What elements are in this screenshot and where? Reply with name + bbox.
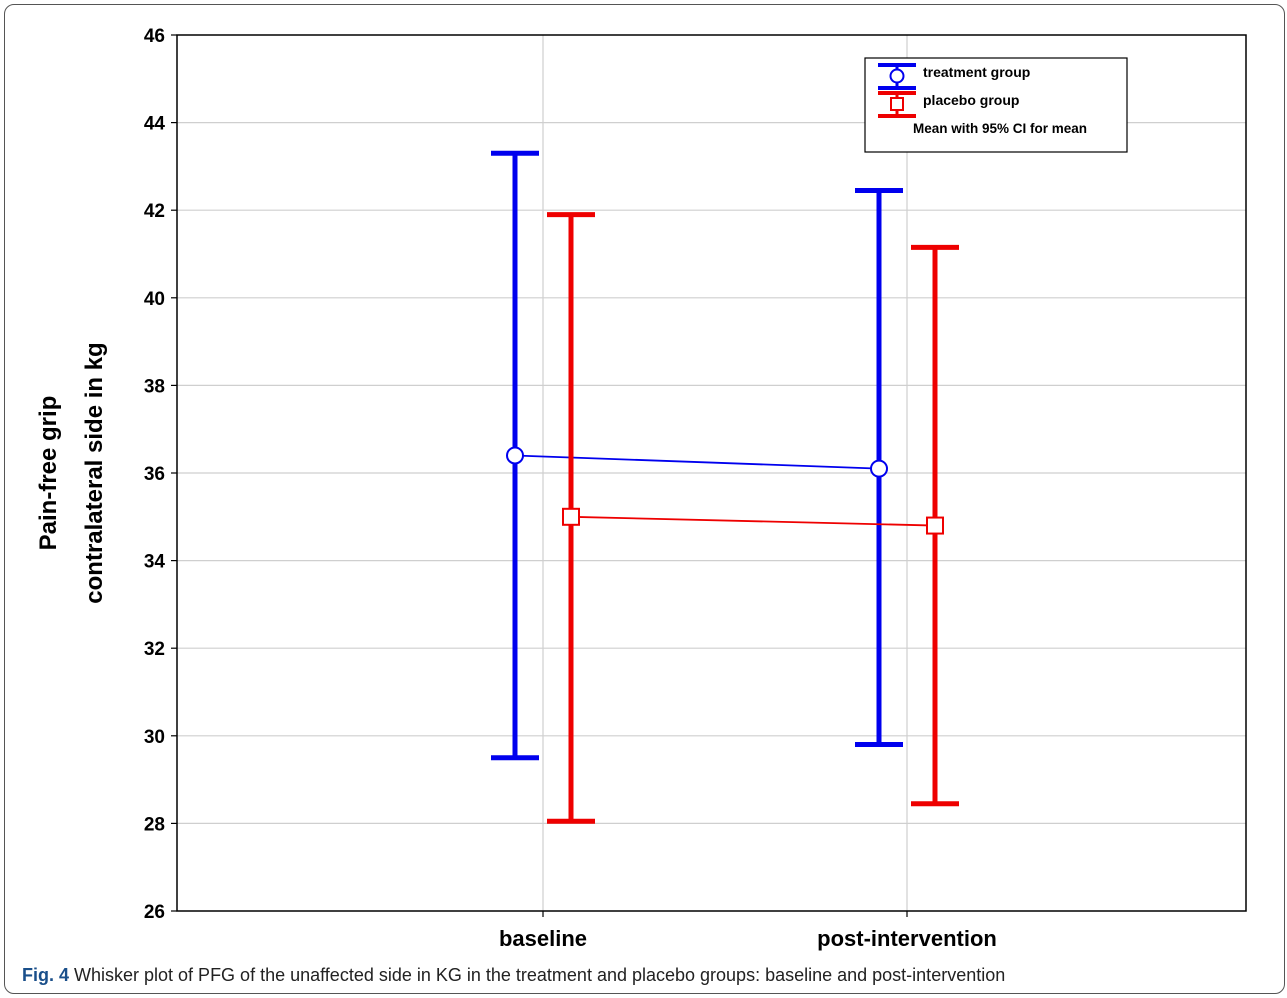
legend: treatment group placebo group Mean with … — [864, 57, 1128, 153]
y-tick-label-44: 44 — [144, 114, 166, 135]
figure-caption-text: Whisker plot of PFG of the unaffected si… — [69, 965, 1006, 985]
legend-label-placebo: placebo group — [923, 92, 1019, 108]
y-axis-ticks: 26 28 30 32 34 36 38 40 42 44 46 — [144, 26, 177, 923]
y-axis-label-line-1: Pain-free grip — [35, 396, 62, 551]
treatment-group-mean-marker-0 — [506, 446, 524, 465]
series-placebo-group — [547, 212, 959, 824]
y-axis-label: Pain-free grip contralateral side in kg — [35, 342, 108, 603]
y-tick-label-26: 26 — [144, 902, 165, 923]
y-axis-label-line-2: contralateral side in kg — [81, 342, 108, 603]
y-tick-label-46: 46 — [144, 26, 165, 47]
y-tick-label-36: 36 — [144, 464, 165, 485]
series-layer — [491, 150, 959, 824]
y-tick-label-38: 38 — [144, 376, 165, 397]
x-tick-label-post-intervention: post-intervention — [817, 926, 997, 951]
legend-swatch-placebo — [878, 91, 916, 118]
figure-label: Fig. 4 — [22, 965, 70, 985]
figure-caption: Fig. 4 Whisker plot of PFG of the unaffe… — [22, 965, 1262, 986]
legend-note: Mean with 95% CI for mean — [913, 121, 1087, 136]
y-tick-label-34: 34 — [144, 552, 166, 573]
x-tick-label-baseline: baseline — [499, 926, 587, 951]
series-treatment-group — [491, 150, 903, 761]
x-axis-ticks: baseline post-intervention — [499, 911, 997, 951]
placebo-group-mean-marker-0 — [562, 507, 580, 526]
y-tick-label-40: 40 — [144, 289, 165, 310]
y-tick-label-28: 28 — [144, 814, 165, 835]
figure-frame — [4, 4, 1285, 994]
legend-label-treatment: treatment group — [923, 64, 1030, 80]
treatment-group-mean-marker-1 — [870, 459, 888, 478]
treatment-group-mean-line — [514, 454, 880, 470]
y-tick-label-30: 30 — [144, 727, 165, 748]
placebo-group-mean-line — [570, 515, 936, 527]
legend-swatch-treatment — [878, 63, 916, 90]
grid-layer — [177, 35, 1246, 911]
placebo-group-mean-marker-1 — [926, 516, 944, 535]
legend-box — [864, 57, 1128, 153]
y-tick-label-32: 32 — [144, 639, 165, 660]
y-tick-label-42: 42 — [144, 201, 165, 222]
